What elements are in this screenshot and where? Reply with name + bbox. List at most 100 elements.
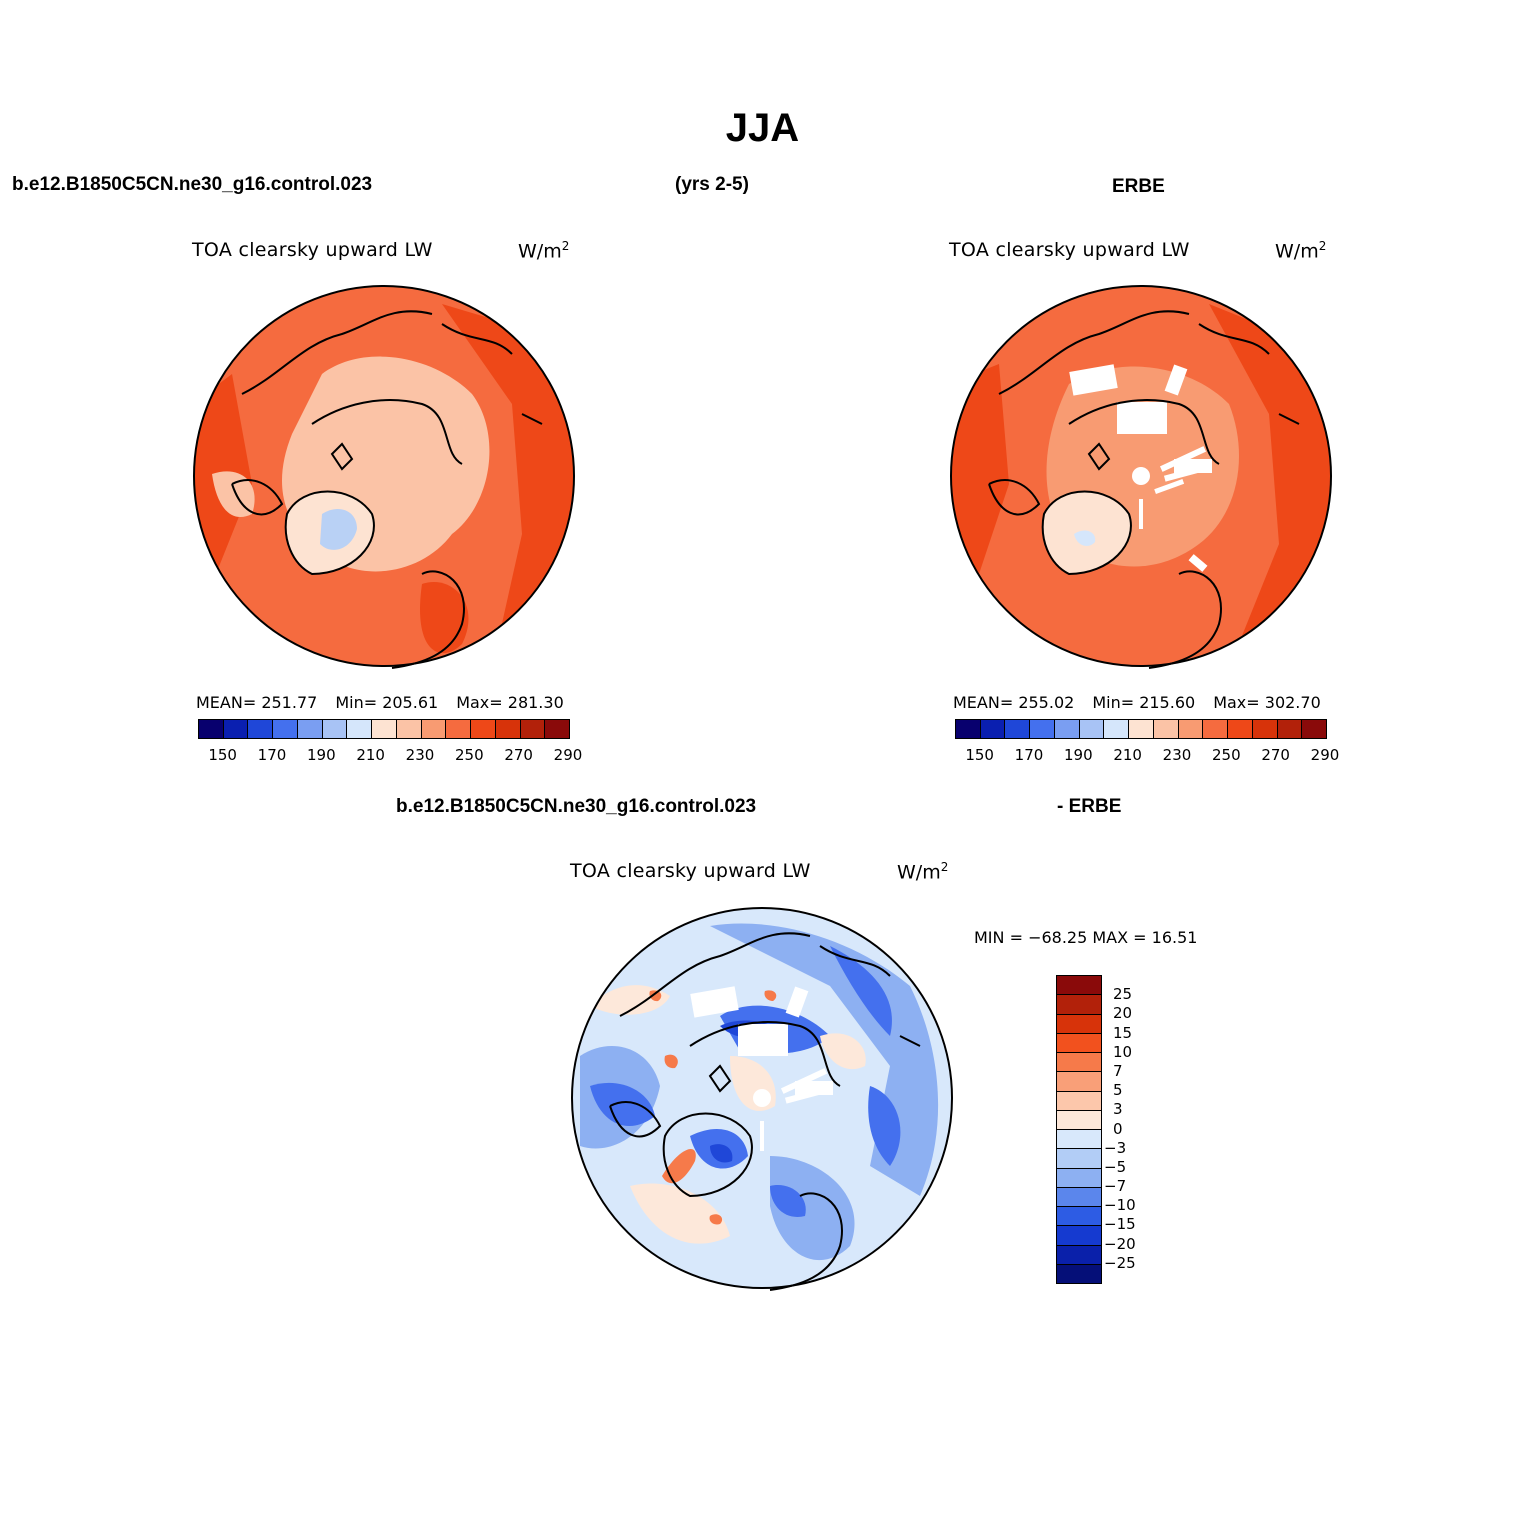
colorbar-cell	[199, 720, 224, 738]
colorbar-cell	[1203, 720, 1229, 738]
diff-case-label: b.e12.B1850C5CN.ne30_g16.control.023	[396, 796, 757, 817]
case-name-label: b.e12.B1850C5CN.ne30_g16.control.023	[12, 174, 373, 195]
colorbar-tick-label: 270	[1261, 746, 1290, 764]
colorbar-tick-label: −10	[1104, 1196, 1136, 1215]
colorbar-cell	[1228, 720, 1253, 738]
years-label: (yrs 2-5)	[675, 174, 749, 195]
colorbar-tick-label: 25	[1113, 985, 1133, 1004]
colorbar-cell	[1057, 976, 1101, 996]
model-greenland-core	[320, 509, 357, 550]
model-polar-map	[193, 285, 575, 669]
model-colorbar	[198, 719, 570, 739]
figure-title: JJA	[725, 106, 800, 150]
obs-missing-data	[1069, 364, 1212, 572]
obs-stats: MEAN= 255.02 Min= 215.60 Max= 302.70	[953, 693, 1339, 712]
diff-unit: W/m2	[897, 860, 949, 884]
colorbar-cell	[1057, 1264, 1101, 1283]
colorbar-tick-label: −25	[1104, 1253, 1136, 1272]
colorbar-cell	[322, 720, 348, 738]
colorbar-tick-label: 170	[257, 746, 287, 764]
colorbar-tick-label: 290	[553, 746, 583, 764]
colorbar-cell	[396, 720, 422, 738]
obs-max: Max= 302.70	[1213, 693, 1321, 712]
colorbar-cell	[1057, 995, 1101, 1015]
obs-plot-title: TOA clearsky upward LW	[949, 239, 1190, 261]
colorbar-tick-label: 230	[1162, 746, 1192, 764]
colorbar-tick-label: 190	[307, 746, 336, 764]
diff-colorbar	[1056, 975, 1102, 1284]
colorbar-cell	[1057, 1187, 1101, 1207]
diff-coastlines	[609, 932, 921, 1291]
diff-obs-label: - ERBE	[1057, 796, 1122, 817]
colorbar-cell	[297, 720, 323, 738]
colorbar-tick-label: 3	[1113, 1100, 1123, 1119]
model-colorbar-labels: 150 170 190 210 230 250 270 290	[198, 746, 582, 766]
model-eastern-warm-field	[442, 304, 574, 666]
colorbar-cell	[1057, 1168, 1101, 1188]
colorbar-cell	[1057, 1014, 1101, 1034]
colorbar-tick-label: 7	[1113, 1061, 1123, 1080]
colorbar-tick-label: 210	[356, 746, 385, 764]
obs-polar-map	[950, 285, 1332, 669]
colorbar-cell	[1057, 1091, 1101, 1111]
colorbar-cell	[421, 720, 447, 738]
colorbar-cell	[1057, 1053, 1101, 1073]
model-max: Max= 281.30	[456, 693, 564, 712]
colorbar-tick-label: −3	[1104, 1138, 1127, 1157]
colorbar-tick-label: 170	[1014, 746, 1044, 764]
obs-greenland-core	[1074, 530, 1096, 546]
colorbar-cell	[545, 720, 570, 738]
colorbar-tick-label: 290	[1310, 746, 1340, 764]
colorbar-cell	[1057, 1033, 1101, 1053]
colorbar-cell	[1057, 1149, 1101, 1169]
colorbar-cell	[1057, 1072, 1101, 1092]
colorbar-tick-label: 250	[1212, 746, 1241, 764]
colorbar-cell	[1057, 1245, 1101, 1265]
colorbar-tick-label: −7	[1104, 1177, 1127, 1196]
colorbar-cell	[223, 720, 249, 738]
colorbar-cell	[1178, 720, 1204, 738]
colorbar-tick-label: −20	[1104, 1234, 1136, 1253]
colorbar-cell	[1129, 720, 1154, 738]
obs-unit: W/m2	[1275, 239, 1327, 263]
colorbar-cell	[1057, 1130, 1101, 1150]
obs-colorbar	[955, 719, 1327, 739]
colorbar-cell	[1054, 720, 1080, 738]
colorbar-cell	[273, 720, 298, 738]
colorbar-tick-label: 20	[1113, 1004, 1133, 1023]
colorbar-tick-label: 230	[405, 746, 435, 764]
colorbar-tick-label: 15	[1113, 1023, 1133, 1042]
colorbar-cell	[248, 720, 274, 738]
model-plot-title: TOA clearsky upward LW	[192, 239, 433, 261]
obs-colorbar-labels: 150 170 190 210 230 250 270 290	[955, 746, 1339, 766]
colorbar-tick-label: 150	[965, 746, 994, 764]
obs-mean: MEAN= 255.02	[953, 693, 1075, 712]
diff-minmax: MIN = −68.25 MAX = 16.51	[974, 928, 1198, 947]
colorbar-cell	[446, 720, 472, 738]
colorbar-cell	[1104, 720, 1130, 738]
colorbar-cell	[1079, 720, 1105, 738]
colorbar-tick-label: −5	[1104, 1157, 1127, 1176]
colorbar-cell	[495, 720, 521, 738]
colorbar-tick-label: 190	[1064, 746, 1093, 764]
colorbar-cell	[980, 720, 1006, 738]
colorbar-cell	[372, 720, 397, 738]
colorbar-tick-label: 210	[1113, 746, 1142, 764]
colorbar-tick-label: 0	[1113, 1119, 1123, 1138]
model-mean: MEAN= 251.77	[196, 693, 318, 712]
diff-map-boundary	[571, 907, 953, 1289]
colorbar-cell	[520, 720, 546, 738]
model-stats: MEAN= 251.77 Min= 205.61 Max= 281.30	[196, 693, 582, 712]
colorbar-tick-label: 150	[208, 746, 237, 764]
colorbar-cell	[347, 720, 373, 738]
model-unit: W/m2	[518, 239, 570, 263]
colorbar-tick-label: 10	[1113, 1042, 1133, 1061]
colorbar-cell	[1005, 720, 1031, 738]
diff-colorbar-labels: 25 20 15 10 7 5 3 0 −3 −5 −7 −10 −15 −20 −25	[1104, 975, 1170, 1282]
diff-polar-map	[571, 907, 953, 1291]
model-coastlines	[231, 310, 543, 669]
colorbar-cell	[471, 720, 496, 738]
obs-map-boundary	[950, 285, 1332, 667]
model-min: Min= 205.61	[335, 693, 439, 712]
diff-blue-regions	[590, 946, 901, 1217]
